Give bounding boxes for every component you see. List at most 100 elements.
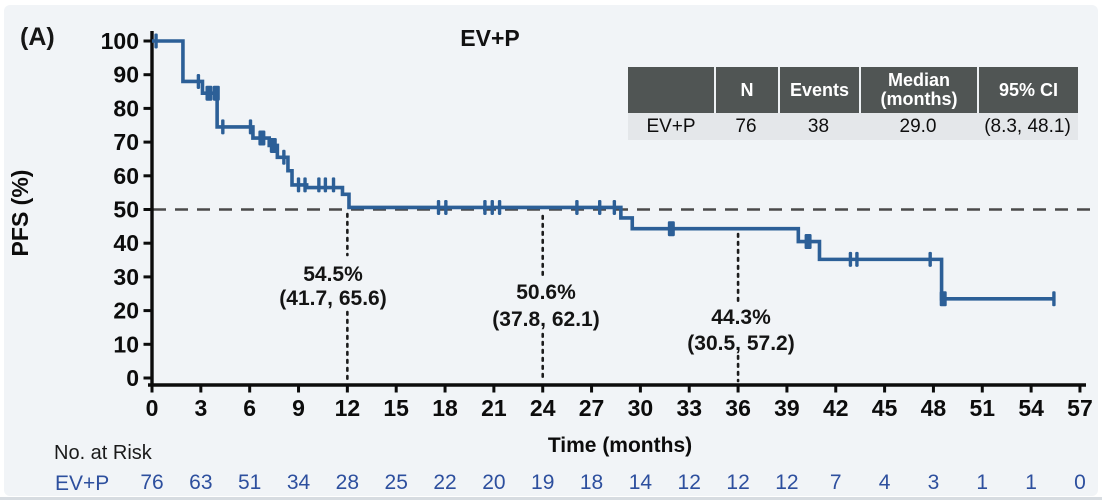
- x-tick-label: 3: [194, 395, 207, 421]
- x-tick-label: 24: [530, 395, 556, 421]
- x-tick-label: 21: [481, 395, 507, 421]
- risk-count: 12: [678, 471, 701, 494]
- x-tick-label: 39: [774, 395, 800, 421]
- censor-mark: [248, 119, 253, 135]
- censor-mark: [855, 251, 859, 267]
- x-tick-label: 12: [335, 395, 361, 421]
- y-axis-title: PFS (%): [7, 170, 33, 257]
- summary-cell-group: EV+P: [646, 115, 696, 137]
- y-tick-label: 30: [113, 264, 139, 290]
- risk-count: 18: [580, 471, 603, 494]
- x-tick-label: 45: [872, 395, 898, 421]
- censor-mark: [258, 130, 266, 146]
- x-tick-label: 33: [676, 395, 702, 421]
- summary-header-events: Events: [778, 67, 859, 113]
- x-tick-label: 18: [432, 395, 458, 421]
- risk-count: 0: [1074, 471, 1086, 494]
- summary-cell-ci: (8.3, 48.1): [984, 115, 1071, 137]
- risk-count: 1: [1025, 471, 1037, 494]
- censor-mark: [444, 199, 448, 215]
- risk-count: 3: [928, 471, 940, 494]
- censor-mark: [282, 149, 286, 165]
- censor-mark: [196, 73, 201, 89]
- x-tick-label: 51: [969, 395, 995, 421]
- censor-mark: [575, 199, 579, 215]
- censor-mark: [804, 234, 812, 250]
- censor-mark: [490, 199, 494, 215]
- risk-count: 51: [238, 471, 261, 494]
- censor-mark: [939, 291, 947, 307]
- censor-mark: [205, 85, 213, 101]
- panel-label: (A): [20, 23, 55, 51]
- risk-count: 4: [879, 471, 891, 494]
- y-tick-label: 10: [113, 331, 139, 357]
- landmark-12mo-ci: (41.7, 65.6): [279, 287, 386, 310]
- y-tick-label: 50: [113, 197, 139, 223]
- censor-mark: [436, 199, 441, 215]
- landmark-24mo-ci: (37.8, 62.1): [492, 308, 599, 331]
- y-tick-label: 0: [126, 365, 139, 391]
- landmark-36mo-estimate: 44.3%: [711, 306, 771, 329]
- summary-table-header-row: N Events Median (months) 95% CI: [628, 67, 1078, 113]
- censor-mark: [331, 177, 336, 193]
- risk-count: 12: [726, 471, 749, 494]
- x-axis-title: Time (months): [548, 434, 692, 457]
- censor-mark: [598, 199, 602, 215]
- risk-count: 28: [336, 471, 359, 494]
- summary-table: N Events Median (months) 95% CI EV+P 76 …: [628, 67, 1078, 140]
- chart-title: EV+P: [460, 25, 519, 51]
- censor-mark: [848, 251, 853, 267]
- x-tick-label: 15: [383, 395, 409, 421]
- censor-mark: [303, 177, 307, 193]
- censor-mark: [1052, 291, 1056, 307]
- censor-mark: [296, 177, 301, 193]
- landmark-24mo-estimate: 50.6%: [516, 281, 576, 304]
- risk-count: 1: [976, 471, 988, 494]
- summary-cell-median: 29.0: [899, 115, 937, 137]
- risk-count: 76: [140, 471, 163, 494]
- censor-mark: [317, 177, 321, 193]
- risk-count: 22: [433, 471, 456, 494]
- y-tick-label: 60: [113, 163, 139, 189]
- x-tick-label: 0: [146, 395, 159, 421]
- summary-header-blank: [628, 67, 714, 113]
- y-tick-label: 90: [113, 62, 139, 88]
- y-tick-label: 100: [101, 28, 139, 54]
- x-tick-label: 9: [292, 395, 305, 421]
- risk-count: 63: [189, 471, 212, 494]
- landmark-36mo-ci: (30.5, 57.2): [687, 332, 794, 355]
- figure-bottom-edge: [0, 497, 1102, 500]
- risk-table-heading: No. at Risk: [54, 442, 153, 464]
- risk-count: 19: [531, 471, 554, 494]
- km-curve-layer: [152, 33, 1056, 307]
- y-tick-label: 80: [113, 95, 139, 121]
- y-tick-label: 20: [113, 298, 139, 324]
- y-tick-label: 70: [113, 129, 139, 155]
- summary-header-n: N: [714, 67, 778, 113]
- summary-table-data-row: EV+P 76 38 29.0 (8.3, 48.1): [628, 113, 1078, 140]
- x-tick-label: 54: [1018, 395, 1044, 421]
- censor-mark: [667, 221, 675, 237]
- risk-count: 25: [385, 471, 408, 494]
- risk-count: 7: [830, 471, 842, 494]
- risk-count: 20: [482, 471, 505, 494]
- censor-mark: [483, 199, 487, 215]
- censor-mark: [269, 137, 277, 153]
- summary-header-median: Median (months): [859, 67, 977, 113]
- censor-mark: [497, 199, 502, 215]
- landmark-12mo-estimate: 54.5%: [303, 263, 363, 286]
- censor-mark: [154, 33, 158, 49]
- risk-count: 34: [287, 471, 311, 494]
- censor-mark: [323, 177, 328, 193]
- censor-mark: [212, 85, 220, 101]
- axes: [143, 31, 1086, 393]
- x-tick-label: 36: [725, 395, 751, 421]
- x-tick-label: 57: [1067, 395, 1093, 421]
- risk-counts: 76 63 51 34 28 25 22 20 19 18 14 12 12 12 7 4 3 1 1 0: [140, 471, 1085, 494]
- risk-count: 12: [775, 471, 798, 494]
- risk-group-label: EV+P: [55, 472, 109, 495]
- summary-header-ci: 95% CI: [977, 67, 1078, 113]
